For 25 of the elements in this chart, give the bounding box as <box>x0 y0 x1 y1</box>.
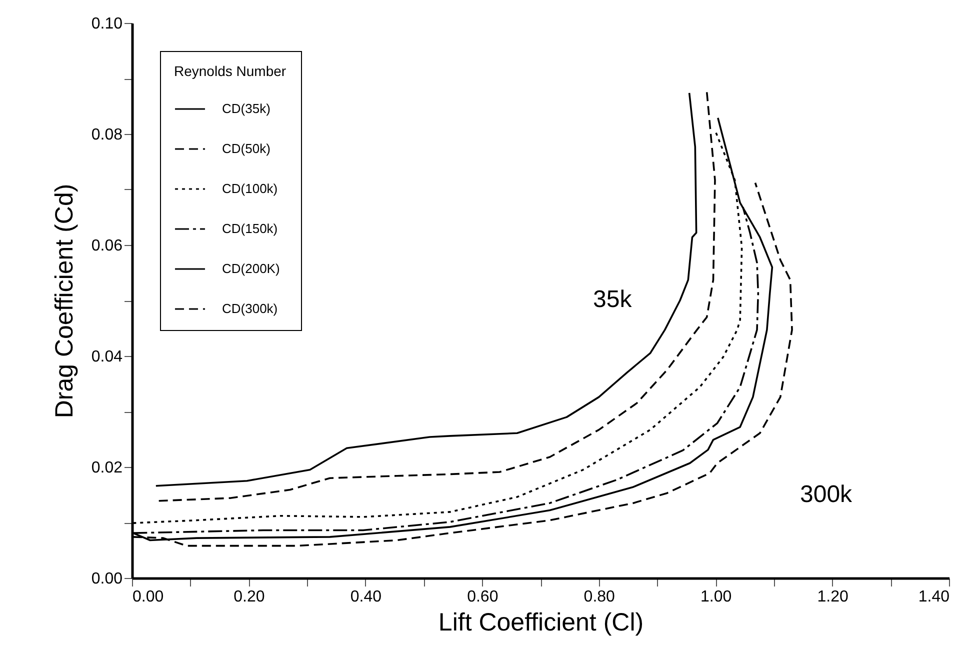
x-axis-title: Lift Coefficient (Cl) <box>438 608 644 636</box>
y-tick-label: 0.04 <box>91 348 123 366</box>
y-tick-label: 0.10 <box>91 16 123 32</box>
x-tick-label: 0.20 <box>234 588 265 606</box>
annotation: 300k <box>800 481 854 508</box>
y-tick-label: 0.02 <box>91 460 123 476</box>
x-tick-label: 0.80 <box>584 588 616 606</box>
legend-label: CD(300k) <box>222 301 278 316</box>
x-tick-label: 0.60 <box>467 588 498 606</box>
y-axis-title: Drag Coefficient (Cd) <box>50 184 78 418</box>
legend-label: CD(35k) <box>222 101 270 116</box>
y-tick-label: 0.08 <box>91 126 123 144</box>
legend-label: CD(100k) <box>222 181 278 196</box>
annotation: 35k <box>593 286 633 313</box>
x-tick-label: 0.40 <box>350 588 382 606</box>
legend-label: CD(200K) <box>222 261 280 276</box>
x-tick-label: 1.20 <box>817 588 848 606</box>
legend-label: CD(150k) <box>222 221 278 236</box>
x-tick-label: 1.40 <box>918 588 950 606</box>
y-tick-label: 0.06 <box>91 238 123 254</box>
legend-label: CD(50k) <box>222 141 270 156</box>
x-tick-label: 0.00 <box>132 588 164 606</box>
legend-title: Reynolds Number <box>174 63 286 79</box>
x-tick-label: 1.00 <box>700 588 732 606</box>
y-tick-label: 0.00 <box>91 570 123 588</box>
